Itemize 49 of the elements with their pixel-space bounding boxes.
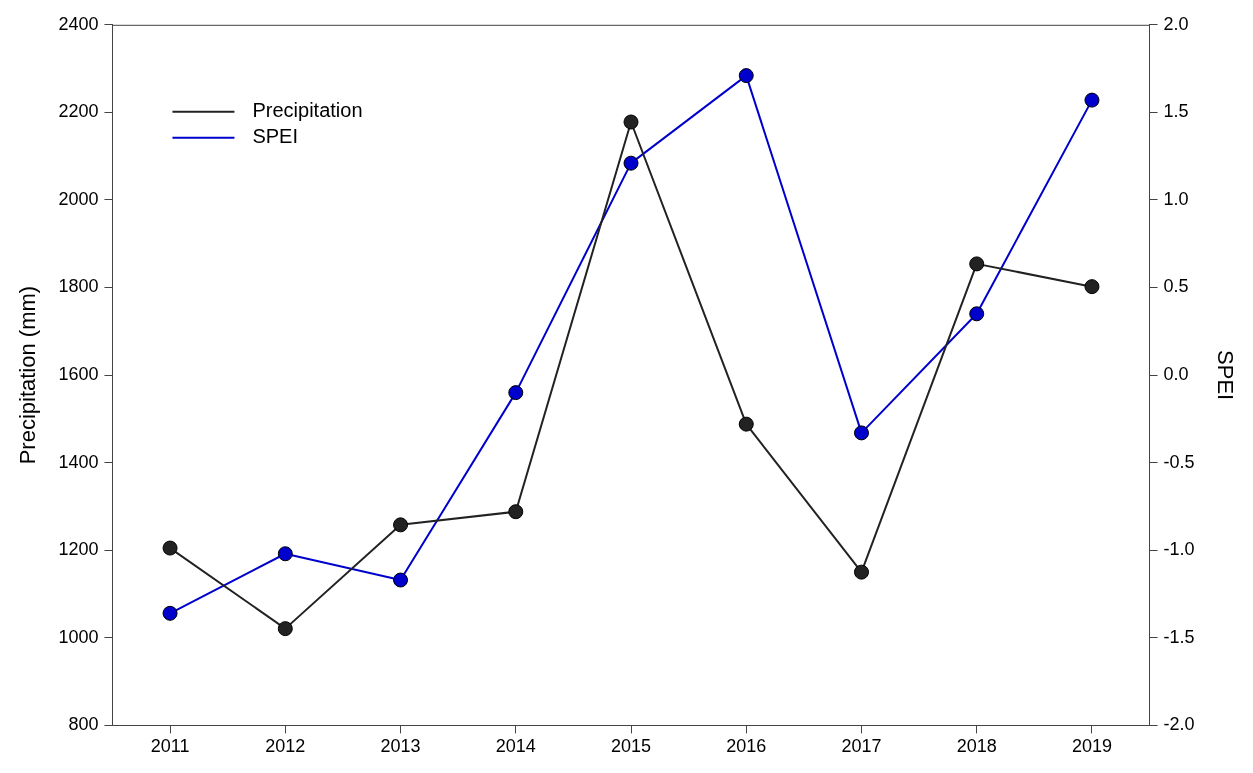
point <box>623 155 639 171</box>
y-axis-title: Precipitation (mm) <box>15 285 41 465</box>
x-tick-label: 2018 <box>956 736 997 757</box>
y2-axis-title: SPEI <box>1212 350 1238 401</box>
y2-tick-label: -0.5 <box>1163 451 1195 472</box>
point <box>393 572 409 588</box>
point <box>1084 92 1100 108</box>
y-tick-label: 1000 <box>58 626 99 647</box>
x-tick-label: 2016 <box>726 736 767 757</box>
y2-tick-label: 2.0 <box>1163 13 1189 34</box>
point <box>162 605 178 621</box>
y2-tick-label: -1.0 <box>1163 539 1195 560</box>
y2-tick-label: -2.0 <box>1163 714 1195 735</box>
y-tick-label: 1200 <box>58 539 99 560</box>
x-tick-label: 2011 <box>150 736 190 757</box>
point <box>738 416 754 432</box>
point <box>738 68 754 84</box>
point <box>969 306 985 322</box>
y2-tick-label: -1.5 <box>1163 626 1195 647</box>
point <box>623 114 639 130</box>
x-tick-label: 2019 <box>1071 736 1112 757</box>
point <box>1084 279 1100 295</box>
x-tick-label: 2015 <box>610 736 652 757</box>
x-tick-label: 2013 <box>380 736 421 757</box>
y-tick-label: 1600 <box>58 364 99 385</box>
x-tick-label: 2017 <box>841 736 882 757</box>
legend-label: Precipitation <box>252 99 363 122</box>
legend-label: SPEI <box>252 125 299 148</box>
y-tick-label: 2000 <box>58 188 99 209</box>
point <box>277 621 293 637</box>
point <box>277 546 293 562</box>
y2-tick-label: 1.0 <box>1163 188 1189 209</box>
y-tick-label: 1800 <box>58 276 99 297</box>
point <box>508 385 524 401</box>
x-tick-label: 2012 <box>265 736 306 757</box>
y2-tick-label: 0.0 <box>1163 364 1189 385</box>
point <box>853 564 869 580</box>
y-tick-label: 800 <box>68 714 99 735</box>
point <box>508 504 524 520</box>
y2-tick-label: 1.5 <box>1163 101 1189 122</box>
point <box>969 256 985 272</box>
x-tick-label: 2014 <box>495 736 536 757</box>
y2-tick-label: 0.5 <box>1163 276 1189 297</box>
point <box>853 425 869 441</box>
point <box>162 540 178 556</box>
point <box>393 517 409 533</box>
y-tick-label: 2200 <box>58 101 99 122</box>
y-tick-label: 1400 <box>58 451 99 472</box>
y-tick-label: 2400 <box>58 13 99 34</box>
